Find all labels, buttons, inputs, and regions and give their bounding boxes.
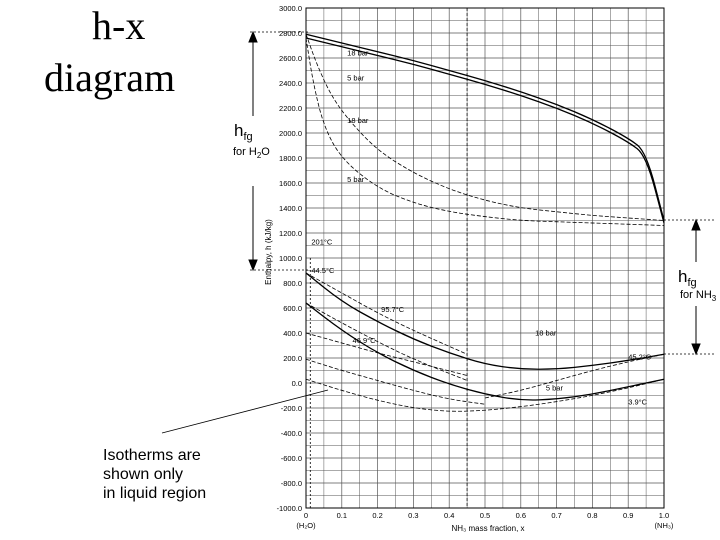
series-line-8: [305, 332, 468, 376]
hfg-nh3-label: hfg: [678, 267, 697, 289]
x-axis-label: NH₃ mass fraction, x: [451, 524, 524, 533]
x-tick-label: 0.6: [516, 511, 526, 520]
curve-label: 44.5°C: [311, 266, 335, 275]
y-tick-label: 200.0: [283, 354, 302, 363]
y-tick-label: -200.0: [281, 404, 302, 413]
hfg-h2o-label: hfg: [234, 121, 253, 143]
y-tick-label: 1600.0: [279, 179, 302, 188]
curve-label: 5 bar: [347, 74, 365, 83]
hfg-h2o-arrow: [248, 30, 310, 272]
x-tick-label: 0.3: [408, 511, 418, 520]
y-tick-label: 1000.0: [279, 254, 302, 263]
curve-label: 18 bar: [535, 329, 557, 338]
curve-labels: 18 bar 5 bar 18 bar 5 bar 201°C 44.5°C 95.7°C 4…: [311, 49, 651, 407]
curve-label: 45.2°C: [628, 352, 652, 361]
curve-label: 5 bar: [546, 384, 564, 393]
series-line-5: [305, 302, 665, 401]
grid: [305, 7, 665, 509]
isotherm-note-line-2: shown only: [103, 466, 184, 483]
x-tick-label: 0: [304, 511, 308, 520]
x-end-label: (NH₃): [655, 521, 674, 530]
reference-line: [309, 8, 468, 508]
isotherm-note: Isotherms are shown only in liquid regio…: [103, 446, 233, 503]
x-tick-label: 0.1: [337, 511, 347, 520]
x-tick-labels: 0 0.1 0.2 0.3 0.4 0.5 0.6 0.7 0.8 0.9 1.0 (H₂O) (NH₃…: [296, 511, 674, 530]
curve-label: 18 bar: [347, 116, 369, 125]
y-tick-label: -400.0: [281, 429, 302, 438]
series-line-7: [305, 302, 468, 381]
x-tick-label: 0.9: [623, 511, 633, 520]
title-line-1: h-x: [92, 3, 146, 48]
y-tick-label: -800.0: [281, 479, 302, 488]
series-line-4: [305, 272, 665, 370]
x-tick-label: 0.2: [372, 511, 382, 520]
y-tick-label: 800.0: [283, 279, 302, 288]
y-tick-label: 2400.0: [279, 79, 302, 88]
title-line-2: diagram: [44, 55, 176, 100]
y-tick-label: 1400.0: [279, 204, 302, 213]
x-tick-label: 0.8: [587, 511, 597, 520]
x-tick-label: 0.7: [551, 511, 561, 520]
x-end-label: (H₂O): [296, 521, 316, 530]
y-tick-label: 2200.0: [279, 104, 302, 113]
x-tick-label: 0.5: [480, 511, 490, 520]
y-tick-label: 600.0: [283, 304, 302, 313]
y-tick-label: 400.0: [283, 329, 302, 338]
hfg-h2o-note: for H2O: [233, 146, 270, 160]
series-line-6: [305, 272, 468, 355]
plot-frame: [305, 7, 665, 509]
x-tick-label: 1.0: [659, 511, 669, 520]
series-line-0: [305, 33, 665, 221]
curves: [305, 33, 665, 412]
isotherm-note-line-1: Isotherms are: [103, 447, 201, 464]
y-tick-label: 1800.0: [279, 154, 302, 163]
curve-label: 46.9°C: [353, 336, 377, 345]
y-tick-labels: 3000.0 2800.0 2600.0 2400.0 2200.0 2000.0 1800…: [277, 4, 302, 513]
curve-label: 3.9°C: [628, 397, 647, 406]
curve-label: 201°C: [311, 237, 333, 246]
curve-label: 18 bar: [347, 49, 369, 58]
hfg-nh3-note: for NH3: [680, 289, 717, 303]
hfg-nh3-arrow: [664, 218, 716, 356]
y-tick-label: 2000.0: [279, 129, 302, 138]
y-tick-label: 1200.0: [279, 229, 302, 238]
y-tick-label: 2600.0: [279, 54, 302, 63]
y-axis-label: Enthalpy, h (kJ/kg): [264, 219, 273, 285]
y-tick-label: -600.0: [281, 454, 302, 463]
y-tick-label: 2800.0: [279, 29, 302, 38]
curve-label: 95.7°C: [381, 305, 405, 314]
y-tick-label: -1000.0: [277, 504, 302, 513]
y-tick-label: 3000.0: [279, 4, 302, 13]
series-line-11: [305, 378, 665, 412]
series-line-1: [305, 37, 665, 224]
isotherm-note-line-3: in liquid region: [103, 485, 207, 502]
curve-label: 5 bar: [347, 175, 365, 184]
isotherm-pointer: [161, 389, 329, 434]
x-tick-label: 0.4: [444, 511, 454, 520]
series-line-3: [305, 37, 665, 226]
y-tick-label: 0.0: [292, 379, 302, 388]
series-line-2: [305, 34, 665, 221]
